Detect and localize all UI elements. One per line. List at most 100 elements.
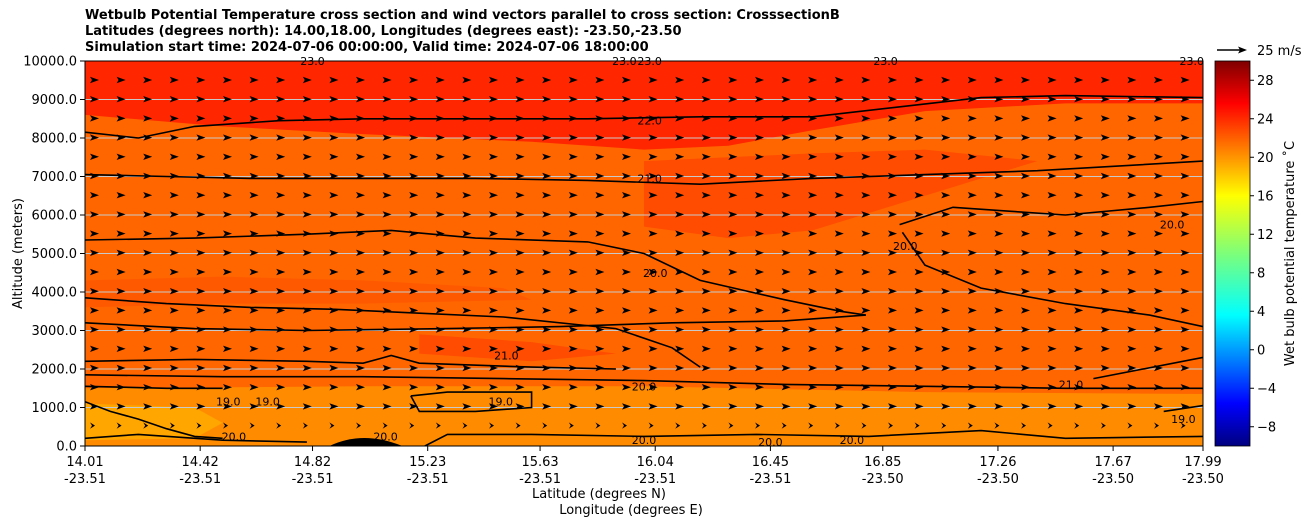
wind-arrow xyxy=(329,384,339,391)
wind-arrow xyxy=(116,249,126,256)
wind-arrow xyxy=(435,230,445,237)
contour-line xyxy=(85,229,867,332)
wind-arrow xyxy=(1180,364,1190,372)
wind-arrow xyxy=(249,134,259,141)
wind-arrow xyxy=(1047,172,1057,180)
x-tick-label-lon: -23.51 xyxy=(634,472,676,487)
wind-arrow xyxy=(382,192,392,199)
contour-label: 20.0 xyxy=(1160,219,1185,232)
wind-arrow xyxy=(701,96,711,103)
wind-arrow xyxy=(329,76,339,84)
wind-arrow xyxy=(249,230,259,237)
wind-arrow xyxy=(1127,403,1137,410)
wind-arrow xyxy=(808,364,818,372)
wind-arrow xyxy=(169,326,179,333)
wind-arrow xyxy=(888,172,897,180)
wind-arrow xyxy=(409,307,419,314)
wind-arrow xyxy=(595,249,605,256)
wind-arrow xyxy=(1074,96,1084,103)
wind-arrow xyxy=(648,364,658,372)
wind-arrow xyxy=(1127,384,1137,391)
wind-arrow xyxy=(622,364,631,372)
wind-arrow xyxy=(675,345,685,352)
wind-arrow xyxy=(728,307,738,314)
wind-arrow xyxy=(914,384,924,391)
wind-arrow xyxy=(356,268,365,276)
wind-arrow xyxy=(1047,96,1057,103)
wind-arrow xyxy=(90,422,95,429)
wind-arrow xyxy=(143,268,153,276)
wind-arrow xyxy=(941,345,951,352)
wind-arrow xyxy=(196,403,206,410)
wind-arrow xyxy=(329,192,339,199)
x-tick-label-lat: 16.04 xyxy=(637,455,674,470)
contour-line xyxy=(1093,356,1203,380)
wind-arrow xyxy=(888,96,897,103)
wind-arrow xyxy=(595,230,605,237)
wind-arrow xyxy=(116,364,126,372)
wind-arrow xyxy=(834,326,844,333)
wind-arrow xyxy=(808,307,818,314)
wind-arrow xyxy=(542,115,552,122)
wind-arrow xyxy=(143,384,153,391)
x-tick-label-lat: 17.26 xyxy=(979,455,1016,470)
wind-arrow xyxy=(169,153,179,160)
wind-arrow xyxy=(994,422,1000,429)
wind-arrow xyxy=(861,172,871,180)
wind-arrow xyxy=(1127,115,1137,122)
wind-arrow xyxy=(489,115,498,122)
wind-arrow xyxy=(489,230,498,237)
wind-arrow xyxy=(116,345,126,352)
wind-arrow xyxy=(1154,211,1163,218)
wind-arrow xyxy=(834,211,844,218)
wind-arrow xyxy=(542,345,552,352)
wind-arrow xyxy=(568,249,578,256)
wind-arrow xyxy=(223,307,232,314)
wind-arrow xyxy=(409,288,419,295)
wind-arrow xyxy=(249,172,259,180)
wind-arrow xyxy=(116,134,126,141)
wind-arrow xyxy=(755,192,764,199)
wind-arrow xyxy=(941,268,951,276)
wind-arrow xyxy=(568,288,578,295)
wind-arrow xyxy=(1154,249,1163,256)
wind-arrow xyxy=(967,403,977,410)
wind-arrow xyxy=(967,326,977,333)
wind-arrow xyxy=(595,192,605,199)
wind-arrow xyxy=(143,307,153,314)
wind-arrow xyxy=(1180,96,1190,103)
wind-arrow xyxy=(888,115,897,122)
wind-arrow xyxy=(223,268,232,276)
wind-arrow xyxy=(542,192,552,199)
wind-arrow xyxy=(861,249,871,256)
wind-arrow xyxy=(595,422,601,429)
wind-key-label: 25 m/s xyxy=(1257,44,1302,59)
wind-arrow xyxy=(941,211,951,218)
wind-arrow xyxy=(1021,192,1030,199)
wind-arrow xyxy=(1021,345,1030,352)
wind-arrow xyxy=(595,268,605,276)
wind-arrow xyxy=(542,384,552,391)
wind-arrow xyxy=(249,76,259,84)
wind-arrow xyxy=(1154,326,1163,333)
wind-arrow xyxy=(409,268,419,276)
contour-label: 21.0 xyxy=(494,350,519,363)
wind-arrow xyxy=(1180,134,1190,141)
wind-arrow xyxy=(515,288,525,295)
contour-label: 21.0 xyxy=(637,172,662,185)
wind-arrow xyxy=(568,307,578,314)
contour-label: 20.0 xyxy=(893,240,918,253)
wind-arrow xyxy=(542,326,552,333)
wind-arrow xyxy=(90,326,99,333)
wind-arrow xyxy=(648,76,658,84)
wind-arrow xyxy=(967,345,977,352)
wind-arrow xyxy=(1180,172,1190,180)
wind-arrow xyxy=(701,76,711,84)
wind-arrow xyxy=(1021,422,1026,429)
wind-arrow xyxy=(435,134,445,141)
wind-arrow xyxy=(196,76,206,84)
wind-arrow xyxy=(196,96,206,103)
wind-arrow xyxy=(276,403,286,410)
wind-arrow xyxy=(568,192,578,199)
wind-arrow xyxy=(223,364,232,372)
